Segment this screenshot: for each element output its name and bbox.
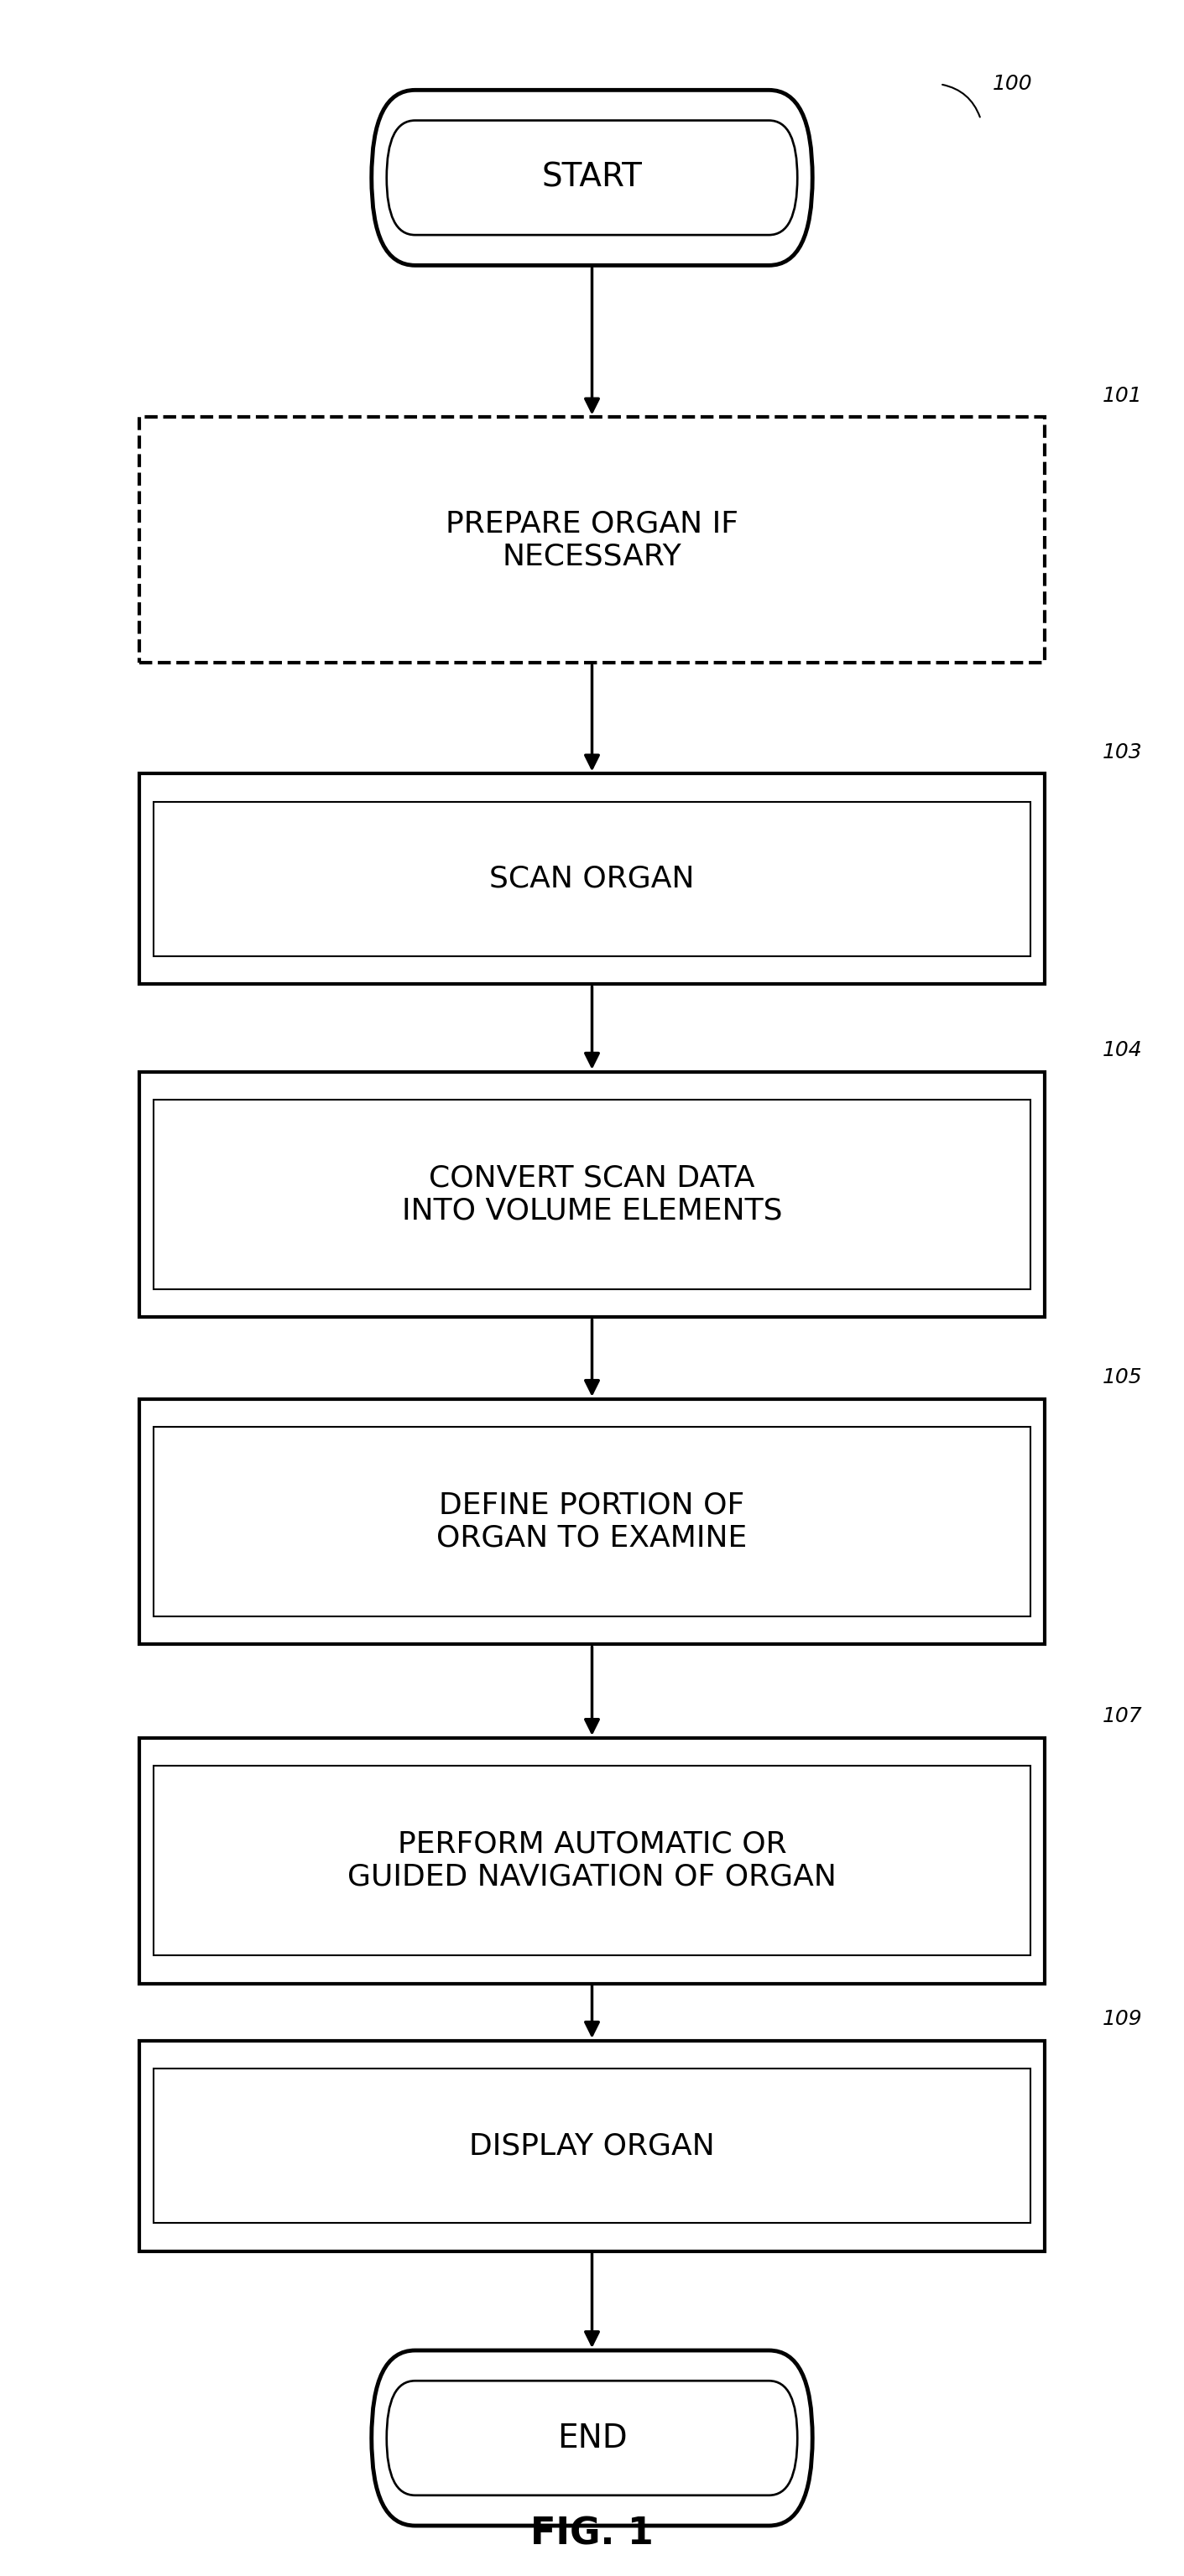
Text: 105: 105 <box>1102 1368 1143 1388</box>
Text: DEFINE PORTION OF
ORGAN TO EXAMINE: DEFINE PORTION OF ORGAN TO EXAMINE <box>437 1492 747 1553</box>
Text: 104: 104 <box>1102 1041 1143 1061</box>
FancyBboxPatch shape <box>372 2349 812 2524</box>
FancyBboxPatch shape <box>154 801 1030 956</box>
FancyBboxPatch shape <box>387 121 797 234</box>
Text: CONVERT SCAN DATA
INTO VOLUME ELEMENTS: CONVERT SCAN DATA INTO VOLUME ELEMENTS <box>401 1164 783 1226</box>
FancyBboxPatch shape <box>154 2069 1030 2223</box>
Text: SCAN ORGAN: SCAN ORGAN <box>489 866 695 894</box>
Text: DISPLAY ORGAN: DISPLAY ORGAN <box>469 2130 715 2161</box>
FancyBboxPatch shape <box>372 90 812 265</box>
Text: PREPARE ORGAN IF
NECESSARY: PREPARE ORGAN IF NECESSARY <box>445 510 739 572</box>
Text: 109: 109 <box>1102 2009 1143 2030</box>
Text: END: END <box>556 2421 628 2455</box>
FancyBboxPatch shape <box>154 1427 1030 1615</box>
FancyBboxPatch shape <box>387 2380 797 2496</box>
FancyBboxPatch shape <box>140 1072 1044 1316</box>
Text: FIG. 1: FIG. 1 <box>530 2517 654 2553</box>
Text: 101: 101 <box>1102 386 1143 404</box>
Text: 103: 103 <box>1102 742 1143 762</box>
FancyBboxPatch shape <box>154 1100 1030 1288</box>
FancyBboxPatch shape <box>140 1399 1044 1643</box>
Text: PERFORM AUTOMATIC OR
GUIDED NAVIGATION OF ORGAN: PERFORM AUTOMATIC OR GUIDED NAVIGATION O… <box>347 1829 837 1891</box>
FancyBboxPatch shape <box>154 1767 1030 1955</box>
FancyBboxPatch shape <box>140 417 1044 662</box>
Text: 107: 107 <box>1102 1705 1143 1726</box>
Text: 100: 100 <box>992 75 1032 95</box>
FancyBboxPatch shape <box>140 2040 1044 2251</box>
Text: START: START <box>542 162 642 193</box>
FancyBboxPatch shape <box>140 773 1044 984</box>
FancyBboxPatch shape <box>140 1739 1044 1984</box>
